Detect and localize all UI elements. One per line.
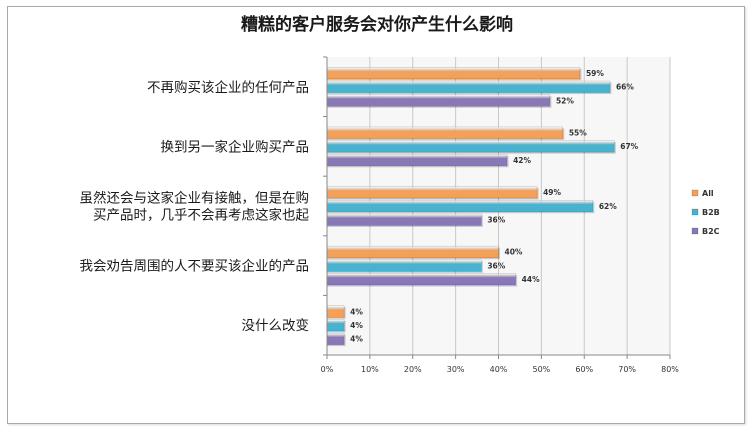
category-label: 我会劝告周围的人不要买该企业的产品 xyxy=(80,258,310,275)
category-label: 没什么改变 xyxy=(242,318,310,334)
bar xyxy=(326,94,551,107)
x-tick-label: 0% xyxy=(321,365,334,374)
data-label: 49% xyxy=(543,188,561,197)
bar xyxy=(326,245,499,258)
data-label: 4% xyxy=(350,321,363,330)
bar xyxy=(326,332,345,345)
legend-swatch xyxy=(691,208,699,216)
legend-label: B2B xyxy=(702,208,720,217)
data-label: 42% xyxy=(513,156,531,165)
data-label: 67% xyxy=(620,142,638,151)
legend-swatch xyxy=(691,189,699,197)
bar xyxy=(326,140,615,153)
bar xyxy=(326,305,345,318)
data-label: 36% xyxy=(487,215,505,224)
x-tick-label: 20% xyxy=(404,365,422,374)
bar xyxy=(326,259,482,272)
bar xyxy=(326,200,594,212)
data-label: 4% xyxy=(350,307,363,316)
x-tick-label: 50% xyxy=(532,365,550,374)
legend-swatch xyxy=(691,227,699,235)
bar xyxy=(326,186,538,199)
data-label: 52% xyxy=(556,96,574,105)
bar xyxy=(326,126,564,139)
x-tick-label: 60% xyxy=(575,365,593,374)
data-label: 62% xyxy=(599,202,617,211)
x-tick-label: 10% xyxy=(361,365,379,374)
legend-label: B2C xyxy=(702,227,720,236)
data-label: 44% xyxy=(522,275,540,284)
bar xyxy=(326,213,482,226)
bar xyxy=(326,67,581,80)
x-tick-label: 30% xyxy=(447,365,465,374)
bar xyxy=(326,273,516,286)
category-label: 买产品时，几乎不会再考虑这家也起 xyxy=(93,207,309,224)
chart-title: 糟糕的客户服务会对你产生什么影响 xyxy=(241,15,513,35)
data-label: 36% xyxy=(487,261,505,270)
legend-label: All xyxy=(702,189,714,198)
x-tick-label: 40% xyxy=(490,365,508,374)
bar xyxy=(326,319,345,332)
category-label: 虽然还会与这家企业有接触，但是在购 xyxy=(80,190,310,207)
data-label: 59% xyxy=(586,69,604,78)
bar xyxy=(326,80,611,93)
category-label: 不再购买该企业的任何产品 xyxy=(147,79,309,96)
data-label: 66% xyxy=(616,83,634,92)
data-label: 55% xyxy=(569,128,587,137)
x-tick-label: 70% xyxy=(618,365,636,374)
bar xyxy=(326,154,508,167)
category-label: 换到另一家企业购买产品 xyxy=(161,138,310,155)
x-tick-label: 80% xyxy=(661,365,679,374)
data-label: 40% xyxy=(505,248,523,257)
data-label: 4% xyxy=(350,335,363,344)
